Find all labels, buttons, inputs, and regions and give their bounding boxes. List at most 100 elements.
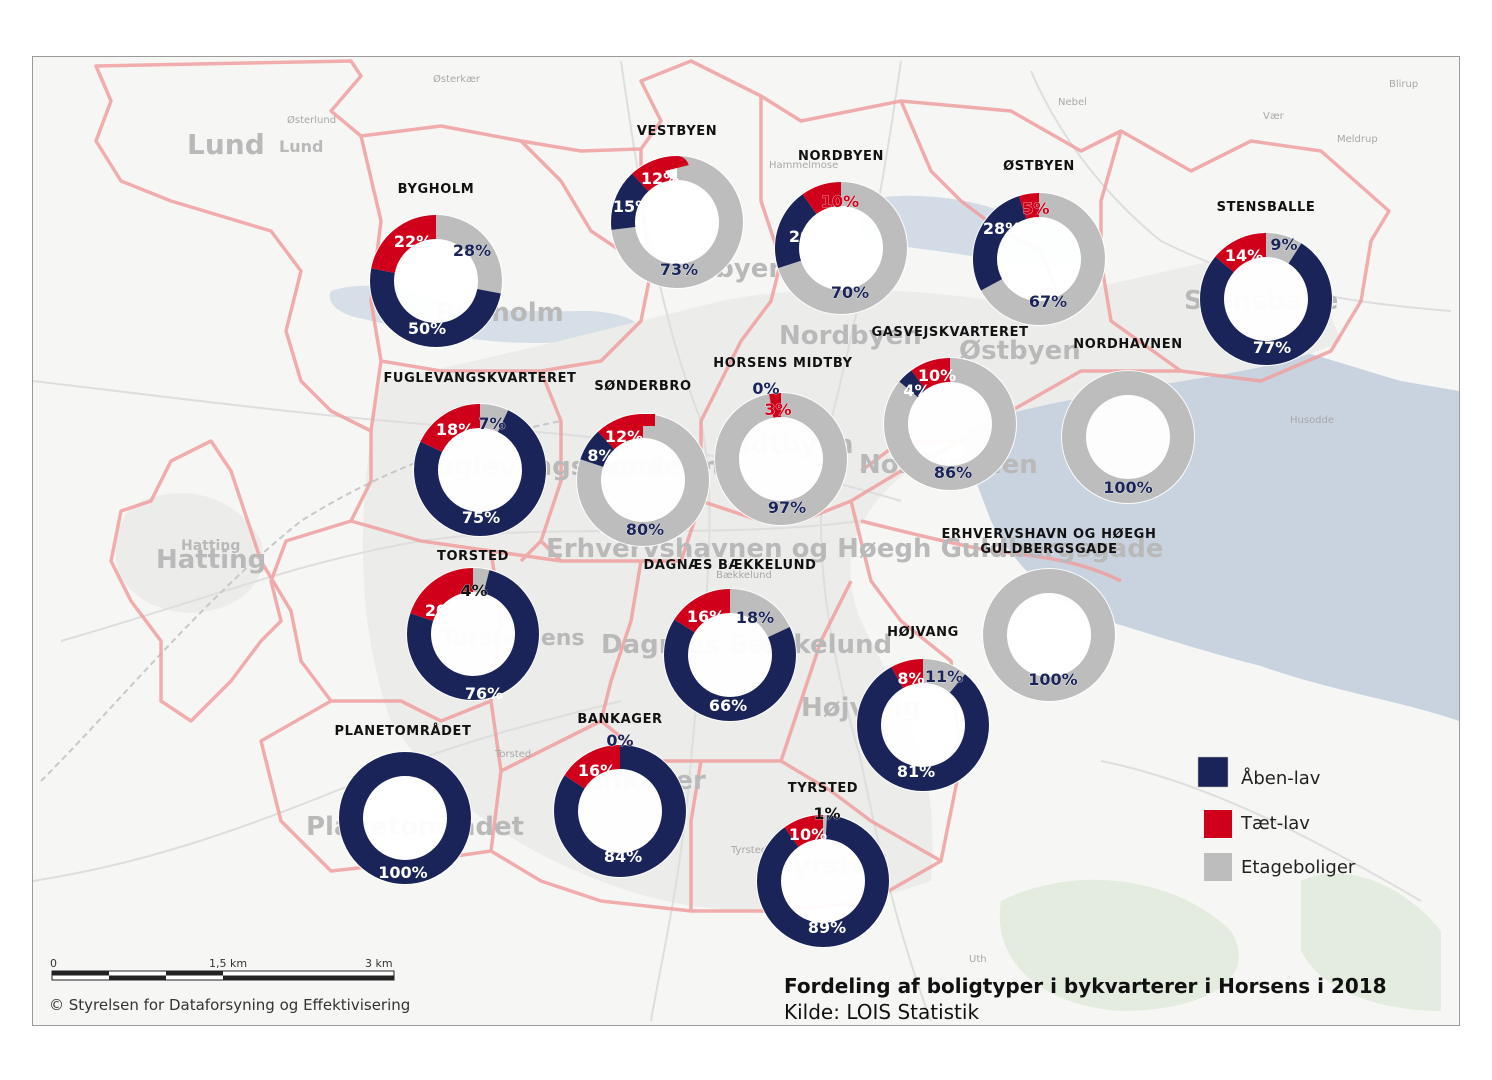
map-source: Kilde: LOIS Statistik (784, 1000, 979, 1024)
donut-hole (438, 428, 522, 512)
donut-hole (1224, 257, 1308, 341)
pct-label-etage: 73% (660, 260, 698, 279)
donut-segment-taet (715, 393, 847, 525)
place-name-hatting: Hatting (156, 545, 266, 575)
donut-gasvejskvarteret: GASVEJSKVARTERET 86% 4%10% (871, 325, 1028, 491)
donut-hole (394, 239, 478, 323)
donut-segment-aaben (611, 156, 743, 288)
place-name-uth: Uth (969, 954, 987, 965)
donut-torsted: TORSTED 4% 76% 20% (406, 549, 540, 703)
district-name-vestbyen: VESTBYEN (637, 124, 717, 139)
donut-segment-aaben (664, 589, 796, 721)
pct-label-etage: 70% (831, 283, 869, 302)
map-frame: LundLundHattingHattingBygholmVestbyenNor… (32, 56, 1460, 1026)
district-name-erhvervshavn-og-hoegh-guldbergsgade: ERHVERVSHAVN OG HØEGH (942, 527, 1157, 542)
urban-area (362, 241, 1341, 911)
donut-dagnaes-baekkelund: DAGNÆS BÆKKELUND 18% 66% 16% (643, 558, 816, 722)
pct-label-etage: 1% (813, 804, 840, 823)
place-name-baekkelund: Bækkelund (716, 570, 772, 581)
donut-segment-taet (1200, 233, 1332, 365)
donut-segment-aaben (370, 215, 502, 347)
pct-label-etage: 18% (736, 608, 774, 627)
donut-segment-etage (1062, 371, 1194, 503)
donut-segment-aaben (407, 568, 539, 700)
pct-label-taet: 14% (1225, 246, 1263, 265)
pct-label-etage: 86% (934, 463, 972, 482)
donut-planetomradet: PLANETOMRÅDET 100% (335, 723, 472, 885)
donut-tyrsted: TYRSTED 1% 89% 10% (756, 781, 890, 948)
donut-segment-aaben (857, 659, 989, 791)
donut-segment-taet (407, 568, 539, 700)
donut-segment-taet (577, 414, 709, 546)
donut-hole (688, 613, 772, 697)
district-name-gasvejskvarteret: GASVEJSKVARTERET (871, 325, 1028, 340)
donut-nordbyen: NORDBYEN 70% 20% 10% (774, 149, 908, 315)
donut-segment-taet (757, 815, 889, 947)
donut-horsens-midtby: HORSENS MIDTBY 97% 0% 3% (713, 356, 852, 526)
district-name-bankager: BANKAGER (577, 712, 662, 727)
pct-label-etage: 7% (478, 414, 505, 433)
place-name-torsted: Torsted (494, 749, 531, 760)
donut-bankager: BANKAGER 0% 84% 16% (553, 712, 687, 878)
pct-label-etage: 4% (460, 581, 487, 600)
donut-hole (363, 776, 447, 860)
donut-hole (578, 769, 662, 853)
donut-hole (799, 206, 883, 290)
pct-label-taet: 16% (578, 761, 616, 780)
donut-segment-aaben (775, 182, 907, 314)
district-name-sonderbro: SØNDERBRO (594, 379, 691, 394)
place-name-tyrsted: Tyrsted (730, 845, 767, 856)
district-name-nordhavnen: NORDHAVNEN (1073, 337, 1183, 352)
pct-label-etage: 67% (1029, 292, 1067, 311)
district-name-horsens-midtby: HORSENS MIDTBY (713, 356, 852, 371)
donut-segment-taet (554, 745, 686, 877)
pct-label-aaben: 20% (789, 227, 827, 246)
pct-label-aaben: 66% (709, 696, 747, 715)
pct-label-etage: 100% (1103, 478, 1152, 497)
donut-segment-taet (884, 358, 1016, 490)
district-map: LundLundHattingHattingBygholmVestbyenNor… (33, 57, 1459, 1025)
pct-label-taet: 12% (641, 169, 679, 188)
pct-label-etage: 28% (453, 241, 491, 260)
legend-label-etage: Etageboliger (1241, 857, 1356, 878)
pct-label-etage: 0% (606, 731, 633, 750)
donut-hole (1086, 395, 1170, 479)
pct-label-aaben: 76% (465, 684, 503, 703)
donut-hole (908, 382, 992, 466)
donut-vestbyen: VESTBYEN 73% 15% 12% (610, 124, 744, 289)
pct-label-aaben: 50% (408, 319, 446, 338)
district-name-fuglevangskvarteret: FUGLEVANGSKVARTERET (383, 371, 576, 386)
donut-hole (635, 180, 719, 264)
pct-label-taet: 10% (918, 366, 956, 385)
place-name-lund: Lund (187, 128, 265, 161)
hatting-area (115, 493, 263, 613)
pct-label-taet: 22% (394, 232, 432, 251)
donut-segment-aaben (339, 752, 471, 884)
district-name-planetomradet: PLANETOMRÅDET (335, 723, 472, 739)
donut-segment-aaben (973, 193, 1105, 325)
donut-ostbyen: ØSTBYEN 67% 28%5% (972, 159, 1106, 326)
scale-bar: 0 1,5 km 3 km (50, 957, 395, 981)
donut-hole (781, 839, 865, 923)
place-name-nordbyen: Nordbyen (779, 321, 922, 351)
donut-segment-taet (857, 659, 989, 791)
scale-label-3km: 3 km (365, 957, 393, 970)
green-area (999, 879, 1239, 1011)
donut-hole (1007, 593, 1091, 677)
pct-label-aaben: 4% (903, 381, 930, 400)
pct-label-etage: 100% (1028, 670, 1077, 689)
pct-label-taet: 12% (605, 427, 643, 446)
place-name-hammelmose: Hammelmose (769, 160, 838, 171)
district-name-tyrsted: TYRSTED (788, 781, 858, 796)
place-name-meldrup: Meldrup (1337, 134, 1378, 145)
donut-sonderbro: SØNDERBRO 80% 8%12% (576, 379, 710, 547)
legend: Åben-lav Tæt-lav Etageboliger (1197, 756, 1356, 881)
pct-label-etage: 11% (925, 667, 963, 686)
donut-hole (431, 592, 515, 676)
district-donut-charts: BYGHOLM 28% 50% 22% VESTBYEN 73% 15% 12% NORDBYE… (335, 124, 1333, 948)
place-name-ostbyen: Østbyen (959, 336, 1081, 366)
pct-label-aaben: 28% (983, 219, 1021, 238)
district-name-line2: GULDBERGSGADE (980, 542, 1117, 557)
railway (40, 420, 562, 782)
